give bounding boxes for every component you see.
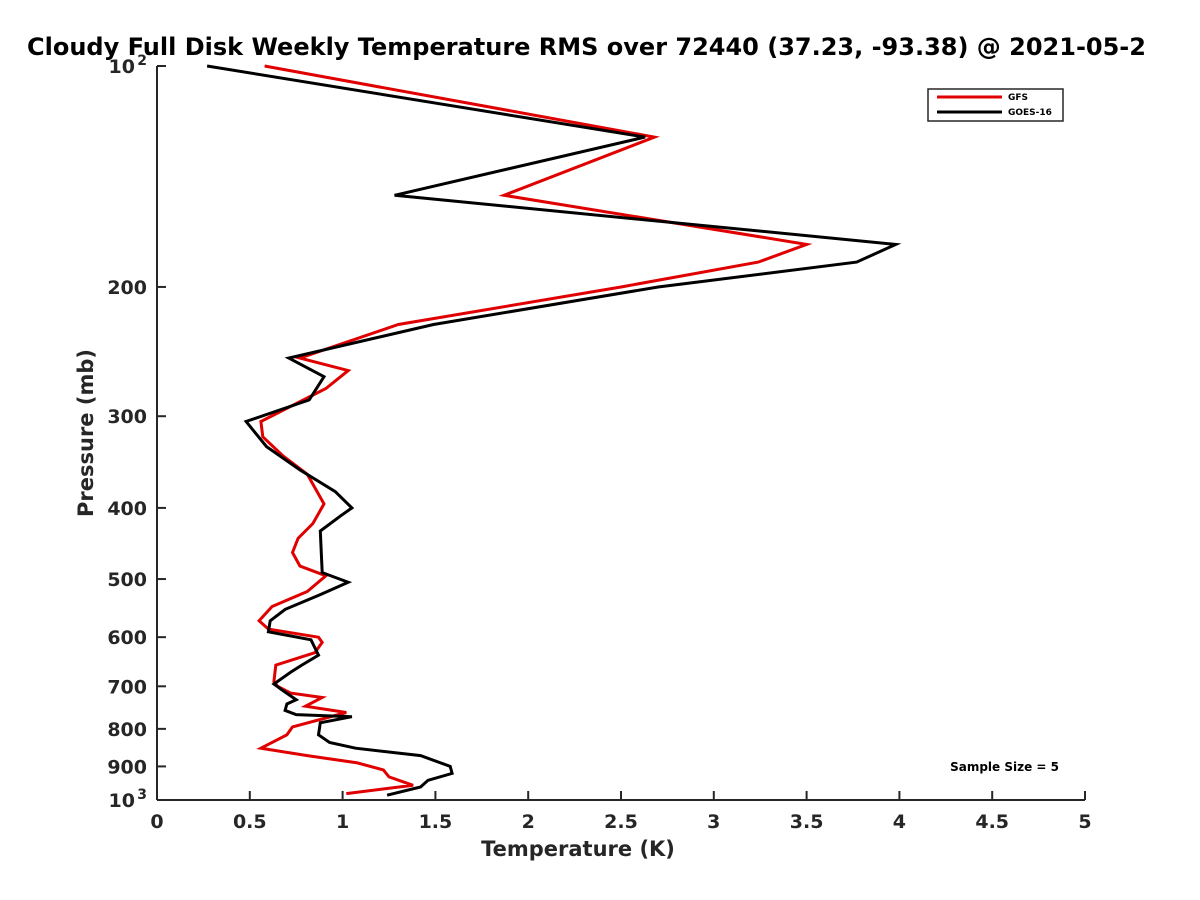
x-tick-label: 5 [1078,811,1091,833]
y-axis-label: Pressure (mb) [74,349,98,517]
x-tick-label: 1 [336,811,349,833]
x-tick-label: 3.5 [790,811,824,833]
x-tick-label: 0 [150,811,163,833]
y-tick-label: 600 [107,627,147,649]
legend: GFS GOES-16 [927,88,1064,122]
y-tick-label: 200 [107,277,147,299]
series-lines [206,64,902,797]
y-tick-label: 10 [109,56,135,78]
legend-label: GOES-16 [1008,108,1052,118]
y-tick-label: 700 [107,676,147,698]
x-tick-label: 0.5 [233,811,267,833]
sample-size-annotation: Sample Size = 5 [950,760,1059,774]
x-tick-label: 4.5 [975,811,1009,833]
x-tick-label: 2.5 [604,811,638,833]
chart-title: Cloudy Full Disk Weekly Temperature RMS … [27,33,1146,61]
y-tick-exponent: 3 [137,787,147,803]
y-tick-label: 500 [107,569,147,591]
legend-box [927,88,1064,122]
series-line-goes-16 [206,64,902,797]
y-tick-label: 400 [107,498,147,520]
series-line-gfs [256,64,813,796]
x-axis-label: Temperature (K) [481,837,675,861]
y-tick-exponent: 2 [137,53,147,69]
x-tick-label: 4 [893,811,906,833]
legend-label: GFS [1008,93,1028,103]
x-tick-label: 3 [707,811,720,833]
axes: 0 0.5 1 1.5 2 2.5 3 3.5 4 4.5 510 22003004005006007… [74,53,1092,861]
y-tick-label: 800 [107,719,147,741]
x-tick-label: 1.5 [419,811,453,833]
y-tick-label: 10 [109,790,135,812]
y-tick-label: 900 [107,756,147,778]
x-tick-label: 2 [522,811,535,833]
y-tick-label: 300 [107,406,147,428]
